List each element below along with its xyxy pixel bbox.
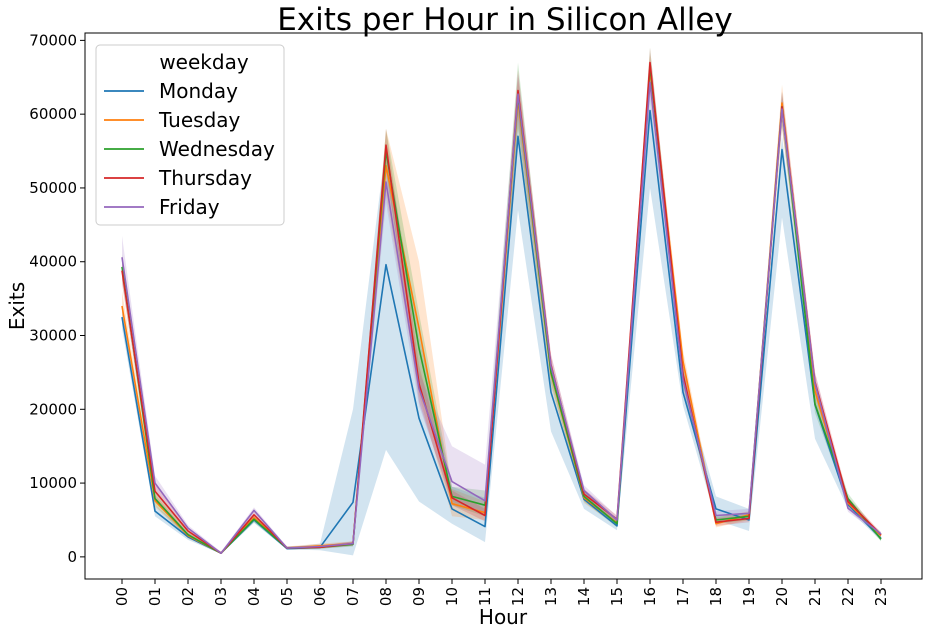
plot-frame bbox=[84, 32, 923, 580]
x-tick-label: 08 bbox=[377, 587, 395, 606]
x-tick-label: 10 bbox=[443, 587, 461, 606]
x-tick-label: 06 bbox=[311, 587, 329, 606]
x-tick-label: 18 bbox=[707, 587, 725, 606]
x-tick-label: 16 bbox=[641, 587, 659, 606]
legend-title: weekday bbox=[159, 50, 249, 74]
x-tick-label: 15 bbox=[608, 587, 626, 606]
chart-title: Exits per Hour in Silicon Alley bbox=[277, 2, 733, 38]
y-tick-label: 20000 bbox=[29, 400, 77, 418]
x-axis: 00 01 02 03 04 05 06 07 08 09 10 11 12 13 14 15 16 17 18 19… bbox=[113, 579, 890, 606]
x-tick-label: 02 bbox=[179, 587, 197, 606]
y-axis: 0 10000 20000 30000 40000 50000 60000 70000 bbox=[29, 31, 85, 566]
x-tick-label: 01 bbox=[146, 587, 164, 606]
x-tick-label: 23 bbox=[872, 587, 890, 606]
y-tick-label: 40000 bbox=[29, 253, 77, 271]
legend-label-monday: Monday bbox=[159, 79, 238, 103]
x-tick-label: 00 bbox=[113, 587, 131, 606]
x-axis-label: Hour bbox=[479, 605, 528, 629]
x-tick-label: 20 bbox=[773, 587, 791, 606]
x-tick-label: 12 bbox=[509, 587, 527, 606]
legend-label-friday: Friday bbox=[159, 195, 220, 219]
y-tick-label: 50000 bbox=[29, 179, 77, 197]
legend-box bbox=[95, 44, 285, 226]
x-tick-label: 04 bbox=[245, 587, 263, 606]
legend: weekday Monday Tuesday Wednesday Thursday Fr… bbox=[95, 44, 285, 226]
y-tick-label: 60000 bbox=[29, 105, 77, 123]
x-tick-label: 19 bbox=[740, 587, 758, 606]
x-tick-label: 13 bbox=[542, 587, 560, 606]
y-tick-label: 0 bbox=[67, 548, 77, 566]
x-tick-label: 14 bbox=[575, 587, 593, 606]
series-line-friday bbox=[121, 81, 882, 555]
x-tick-label: 09 bbox=[410, 587, 428, 606]
legend-label-thursday: Thursday bbox=[158, 166, 252, 190]
x-tick-label: 17 bbox=[674, 587, 692, 606]
y-tick-label: 30000 bbox=[29, 327, 77, 345]
y-tick-label: 10000 bbox=[29, 474, 77, 492]
legend-label-tuesday: Tuesday bbox=[158, 108, 241, 132]
x-tick-label: 11 bbox=[476, 587, 494, 606]
y-tick-label: 70000 bbox=[29, 31, 77, 49]
y-axis-label: Exits bbox=[5, 282, 29, 330]
x-tick-label: 07 bbox=[344, 587, 362, 606]
series-lines bbox=[121, 61, 882, 555]
x-tick-label: 03 bbox=[212, 587, 230, 606]
x-tick-label: 05 bbox=[278, 587, 296, 606]
x-tick-label: 22 bbox=[839, 587, 857, 606]
legend-label-wednesday: Wednesday bbox=[159, 137, 275, 161]
x-tick-label: 21 bbox=[806, 587, 824, 606]
